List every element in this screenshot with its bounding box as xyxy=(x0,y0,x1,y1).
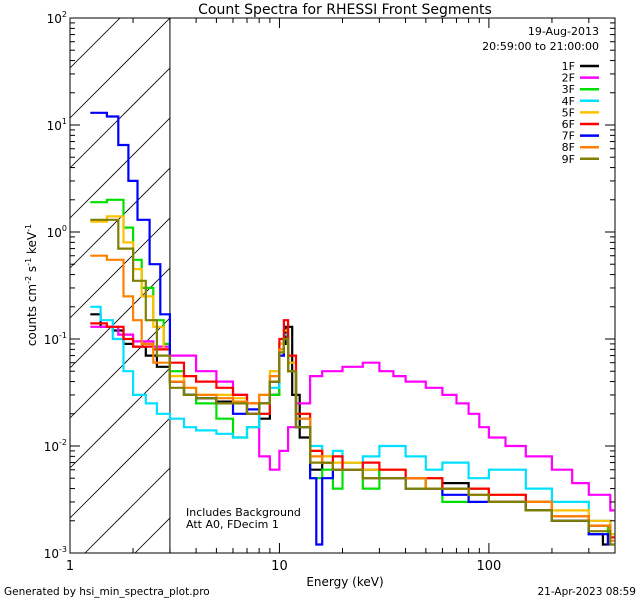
hatch-line xyxy=(70,167,171,269)
hatch-line xyxy=(70,117,171,219)
hatch-line xyxy=(70,317,171,419)
series-layer xyxy=(90,111,615,546)
x-tick-label-1: 1 xyxy=(66,559,74,574)
x-axis-label: Energy (keV) xyxy=(306,575,383,589)
legend-label-1f: 1F xyxy=(562,60,575,73)
hatch-line xyxy=(70,18,171,119)
footer-timestamp: 21-Apr-2023 08:59 xyxy=(537,586,636,598)
hatch-line xyxy=(70,217,171,319)
legend-label-6f: 6F xyxy=(562,118,575,131)
y-axis-ticks xyxy=(70,17,615,554)
hatch-line xyxy=(70,18,121,69)
attenuator-note: Att A0, FDecim 1 xyxy=(186,518,279,531)
hatch-line xyxy=(134,517,171,553)
y-tick-label-1e-3: 10-3 xyxy=(44,545,67,561)
y-tick-label-1e0: 100 xyxy=(47,224,67,240)
hatch-line xyxy=(84,467,171,553)
y-tick-label-1e-2: 10-2 xyxy=(44,438,67,454)
legend-label-9f: 9F xyxy=(562,153,575,166)
legend-label-7f: 7F xyxy=(562,130,575,143)
legend-label-5f: 5F xyxy=(562,106,575,119)
series-7f-line xyxy=(90,111,612,546)
series-6f-line xyxy=(90,319,615,539)
hatch-line xyxy=(70,417,171,519)
legend-label-3f: 3F xyxy=(562,83,575,96)
hatch-line xyxy=(70,18,71,19)
hatch-line xyxy=(70,67,171,169)
y-tick-label-1e2: 102 xyxy=(47,10,67,26)
series-9f-line xyxy=(90,218,615,546)
legend-label-2f: 2F xyxy=(562,72,575,85)
date-label: 19-Aug-2013 xyxy=(528,25,599,38)
y-tick-label-1e-1: 10-1 xyxy=(44,331,67,347)
y-tick-label-1e1: 101 xyxy=(47,117,67,133)
hatch-line xyxy=(70,367,171,469)
time-range-label: 20:59:00 to 21:00:00 xyxy=(482,40,599,53)
x-axis-ticks xyxy=(69,18,616,553)
legend-label-4f: 4F xyxy=(562,95,575,108)
legend-label-8f: 8F xyxy=(562,141,575,154)
series-8f-line xyxy=(90,254,615,542)
y-axis-label: counts cm-2 s-1 keV-1 xyxy=(24,224,39,346)
x-tick-label-100: 100 xyxy=(476,559,501,574)
chart-title: Count Spectra for RHESSI Front Segments xyxy=(198,2,492,18)
x-tick-label-10: 10 xyxy=(271,559,288,574)
footer-generator: Generated by hsi_min_spectra_plot.pro xyxy=(4,586,210,598)
hatch-line xyxy=(70,267,171,369)
background-note: Includes Background xyxy=(186,506,301,519)
series-2f-line xyxy=(90,325,615,512)
excluded-energy-hatch xyxy=(70,18,171,553)
